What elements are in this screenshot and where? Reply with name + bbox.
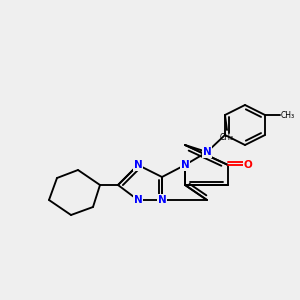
Text: CH₃: CH₃ — [220, 133, 234, 142]
Text: N: N — [134, 195, 142, 205]
Text: N: N — [202, 147, 211, 157]
Text: CH₃: CH₃ — [281, 110, 295, 119]
Text: N: N — [181, 160, 189, 170]
Text: O: O — [244, 160, 252, 170]
Text: N: N — [158, 195, 166, 205]
Text: N: N — [134, 160, 142, 170]
